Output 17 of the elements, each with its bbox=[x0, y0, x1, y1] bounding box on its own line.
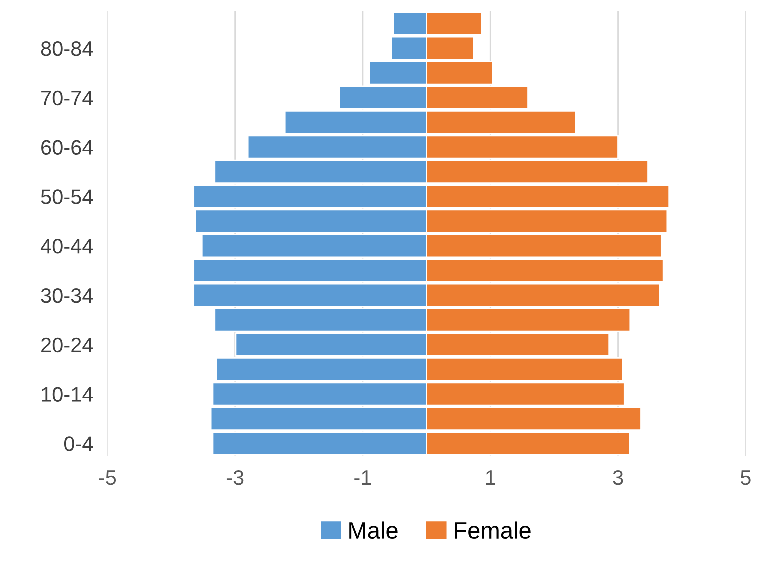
x-tick-label: -1 bbox=[354, 470, 372, 485]
x-tick-label: -3 bbox=[226, 470, 244, 486]
legend-label: Female bbox=[455, 522, 531, 540]
y-tick-label: 60-64 bbox=[42, 140, 94, 156]
x-tick-label: 1 bbox=[486, 470, 496, 485]
x-tick-label: 5 bbox=[740, 470, 751, 486]
y-tick-label: 20-24 bbox=[42, 338, 94, 353]
x-tick-label: 3 bbox=[613, 470, 624, 486]
y-tick-label: 50-54 bbox=[41, 190, 94, 204]
x-tick-label: -5 bbox=[99, 470, 116, 486]
y-tick-label: 40-44 bbox=[40, 239, 94, 254]
y-tick-label: 0-4 bbox=[64, 436, 94, 452]
legend-label: Male bbox=[350, 522, 398, 540]
y-tick-label: 10-14 bbox=[42, 387, 94, 402]
y-tick-label: 30-34 bbox=[41, 288, 94, 304]
y-tick-label: 70-74 bbox=[42, 90, 94, 106]
y-tick-label: 80-84 bbox=[41, 41, 94, 56]
